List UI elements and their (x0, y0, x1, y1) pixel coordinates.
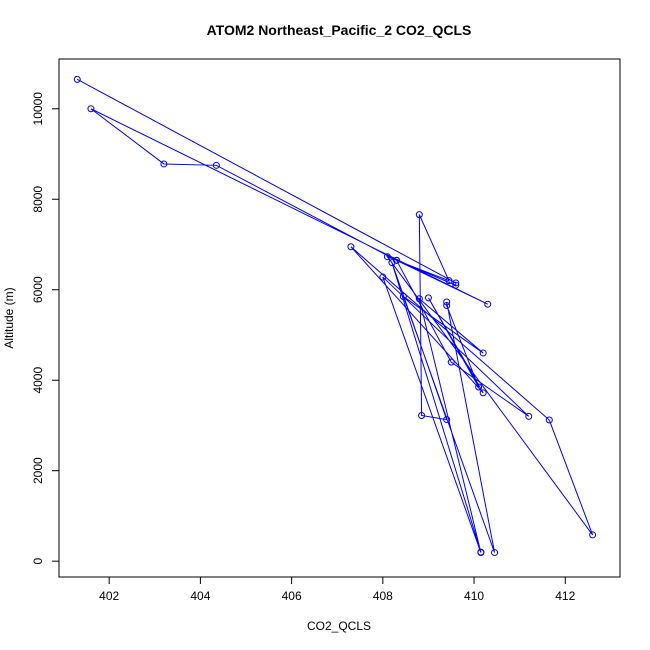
data-point (479, 389, 487, 397)
data-point (388, 259, 396, 267)
data-point (418, 411, 426, 419)
y-tick-label: 10000 (31, 92, 45, 126)
data-point (383, 253, 391, 261)
chart-title: ATOM2 Northeast_Pacific_2 CO2_QCLS (207, 22, 472, 38)
y-tick-label: 4000 (31, 367, 45, 394)
data-point (484, 300, 492, 308)
data-point (443, 302, 451, 310)
data-point (479, 349, 487, 357)
x-tick-label: 402 (99, 589, 119, 603)
y-axis-label: Altitude (m) (2, 287, 16, 348)
data-point (443, 416, 451, 424)
data-point (491, 549, 499, 557)
data-point (445, 277, 453, 285)
data-point (424, 294, 432, 302)
data-point (415, 211, 423, 219)
data-point (212, 161, 220, 169)
x-tick-label: 406 (282, 589, 302, 603)
x-tick-label: 410 (464, 589, 484, 603)
data-point (589, 531, 597, 539)
series-points (73, 75, 597, 557)
series-lines (77, 78, 594, 553)
x-tick-label: 404 (190, 589, 210, 603)
data-point (477, 548, 485, 556)
data-point (545, 416, 553, 424)
data-point (447, 358, 455, 366)
data-point (452, 281, 460, 289)
y-tick-label: 8000 (31, 186, 45, 213)
series-line (77, 78, 594, 553)
x-tick-label: 408 (373, 589, 393, 603)
data-point (347, 243, 355, 251)
data-point (443, 298, 451, 306)
x-axis-label: CO2_QCLS (307, 619, 371, 633)
x-tick-label: 412 (555, 589, 575, 603)
y-tick-label: 6000 (31, 276, 45, 303)
data-point (399, 293, 407, 301)
data-point (87, 105, 95, 113)
data-point (525, 412, 533, 420)
data-point (475, 383, 483, 391)
y-tick-label: 2000 (31, 457, 45, 484)
data-point (415, 295, 423, 303)
data-point (452, 279, 460, 287)
y-tick-label: 0 (31, 558, 45, 565)
x-axis: 402 404 406 408 410 412 (99, 577, 576, 603)
plot-frame (58, 58, 621, 578)
data-point (379, 273, 387, 281)
data-point (160, 160, 168, 168)
y-axis: 0 2000 4000 6000 8000 10000 (31, 92, 59, 565)
data-point (73, 75, 81, 83)
